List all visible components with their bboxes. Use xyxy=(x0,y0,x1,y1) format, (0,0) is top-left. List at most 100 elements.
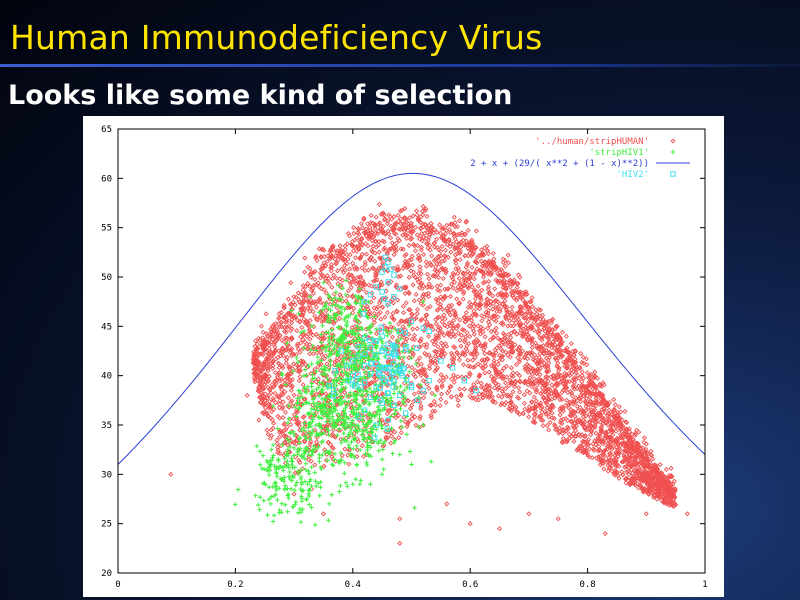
human-point xyxy=(325,439,331,445)
human-point xyxy=(619,435,625,441)
human-point xyxy=(441,332,447,338)
human-point xyxy=(418,336,424,342)
title-underline xyxy=(0,64,800,67)
hiv1-point xyxy=(357,447,363,453)
human-point xyxy=(273,381,279,387)
human-point xyxy=(404,219,410,225)
hiv1-point xyxy=(324,330,329,335)
human-point xyxy=(284,342,290,348)
human-point xyxy=(498,272,504,279)
human-point xyxy=(400,303,406,309)
human-point xyxy=(347,266,353,272)
human-point xyxy=(467,250,473,256)
human-point xyxy=(414,208,420,214)
human-point xyxy=(459,230,465,236)
human-point xyxy=(406,355,412,361)
human-point xyxy=(302,361,309,367)
human-point xyxy=(264,336,270,342)
human-point xyxy=(313,391,319,397)
human-point xyxy=(542,389,548,395)
human-point xyxy=(580,354,586,360)
human-point xyxy=(513,320,519,326)
human-point xyxy=(516,395,522,401)
human-point xyxy=(412,367,418,374)
human-point xyxy=(446,331,452,337)
human-point xyxy=(539,335,545,341)
human-point xyxy=(276,405,282,411)
hiv1-point xyxy=(321,430,327,436)
human-point xyxy=(531,415,537,421)
hiv1-point xyxy=(282,456,287,461)
human-point xyxy=(439,226,445,232)
human-point xyxy=(558,354,564,360)
hiv1-point xyxy=(328,315,334,320)
human-point xyxy=(423,312,429,318)
human-point xyxy=(484,248,490,254)
human-point xyxy=(379,304,385,310)
human-point xyxy=(416,270,422,277)
human-point xyxy=(257,383,263,389)
human-point xyxy=(522,366,528,372)
human-point xyxy=(510,317,517,323)
human-point xyxy=(538,391,544,397)
human-point xyxy=(377,220,383,226)
human-point xyxy=(450,325,456,331)
human-point xyxy=(278,309,284,315)
human-point xyxy=(445,254,451,260)
human-point xyxy=(469,237,475,243)
human-point xyxy=(495,335,501,341)
human-point xyxy=(311,324,317,330)
human-point xyxy=(474,292,480,298)
human-point xyxy=(617,427,624,433)
human-point xyxy=(342,446,348,452)
human-point xyxy=(553,323,559,330)
human-point xyxy=(484,392,490,398)
human-point xyxy=(267,386,273,392)
human-point xyxy=(427,365,433,371)
human-point xyxy=(667,501,673,507)
human-point xyxy=(319,246,325,253)
human-point xyxy=(517,389,523,395)
human-point xyxy=(424,263,430,269)
human-point xyxy=(350,352,356,358)
hiv1-point xyxy=(413,361,419,367)
human-point xyxy=(593,398,599,404)
human-point xyxy=(311,282,317,288)
human-point xyxy=(334,355,340,361)
human-point xyxy=(605,429,611,435)
hiv1-point xyxy=(314,369,319,374)
human-point xyxy=(443,270,449,276)
human-point xyxy=(279,387,285,393)
human-point xyxy=(484,267,490,273)
hiv1-point xyxy=(287,430,293,435)
human-point xyxy=(407,215,413,221)
human-point xyxy=(431,258,437,264)
human-point xyxy=(649,453,655,459)
human-point xyxy=(437,378,443,384)
human-point xyxy=(539,347,545,353)
human-point xyxy=(397,208,404,214)
human-point xyxy=(343,298,349,304)
human-point xyxy=(502,402,508,408)
human-point xyxy=(301,331,307,337)
human-point xyxy=(503,314,509,320)
human-point xyxy=(340,270,347,276)
human-point xyxy=(507,284,513,290)
human-point xyxy=(628,467,634,473)
human-point xyxy=(531,394,537,400)
human-point xyxy=(483,363,489,369)
human-point xyxy=(567,353,573,359)
human-point xyxy=(595,415,601,421)
human-point xyxy=(636,429,642,435)
human-point xyxy=(583,413,589,419)
slide-subtitle: Looks like some kind of selection xyxy=(8,80,513,111)
human-point xyxy=(279,345,286,351)
human-point xyxy=(365,267,371,273)
human-point xyxy=(419,208,426,214)
hiv1-point xyxy=(346,363,351,369)
human-point xyxy=(581,393,587,399)
human-point xyxy=(634,470,640,476)
human-point xyxy=(598,396,604,402)
human-point xyxy=(283,346,289,353)
human-point xyxy=(534,361,540,367)
